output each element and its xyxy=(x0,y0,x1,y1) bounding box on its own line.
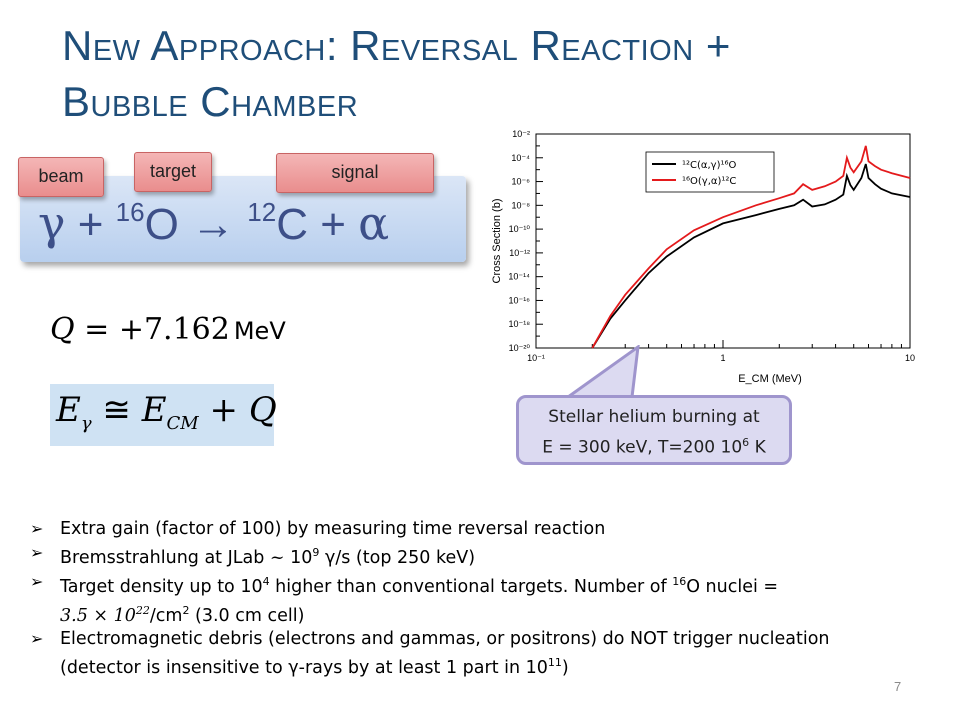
bullet-text: Electromagnetic debris (electrons and ga… xyxy=(60,629,830,650)
oxygen-symbol: O xyxy=(144,200,192,249)
q-unit: MeV xyxy=(233,317,286,345)
slide-title: New Approach: Reversal Reaction + Bubble… xyxy=(62,18,942,130)
y-tick-label: 10⁻⁸ xyxy=(511,200,530,210)
bullet-item: ➢ Electromagnetic debris (electrons and g… xyxy=(30,627,940,680)
page-number: 7 xyxy=(894,679,902,694)
chart-svg: 10⁻²⁰ 10⁻¹⁸ 10⁻¹⁶ 10⁻¹⁴ 10⁻¹² 10⁻¹⁰ 10⁻⁸ 10⁻⁶ 10… xyxy=(491,129,915,385)
alpha-symbol: α xyxy=(358,196,390,250)
y-tick-label: 10⁻¹⁰ xyxy=(509,224,531,234)
bullet-item: ➢ Bremsstrahlung at JLab ~ 109 γ/s (top 2… xyxy=(30,541,940,570)
bullet-text: ) xyxy=(561,658,569,679)
reaction-arrow: → xyxy=(191,200,248,249)
bullet-text: γ/s (top 250 keV) xyxy=(319,547,476,568)
bullet-text: (3.0 cm cell) xyxy=(189,605,305,626)
bullet-text: (detector is insensitive to γ-rays by at… xyxy=(60,658,548,679)
bullet-text: 10 xyxy=(290,547,313,568)
plus-q: + Q xyxy=(198,390,277,430)
y-tick-label: 10⁻¹⁶ xyxy=(509,295,531,305)
signal-label: signal xyxy=(276,153,434,193)
exponent: 16 xyxy=(672,574,687,588)
legend-entry: ¹²C(α,γ)¹⁶O xyxy=(682,160,737,171)
y-tick-label: 10⁻⁴ xyxy=(511,153,530,163)
bullet-text: higher than conventional targets. Number… xyxy=(269,576,673,597)
y-tick-label: 10⁻² xyxy=(512,129,530,139)
exponent: 4 xyxy=(262,574,270,588)
callout-exponent: 6 xyxy=(742,436,750,449)
y-axis-label: Cross Section (b) xyxy=(491,199,503,284)
e-gamma: E xyxy=(56,390,81,430)
legend-entry: ¹⁶O(γ,α)¹²C xyxy=(682,176,736,187)
bullet-text: Extra gain (factor of 100) by measuring … xyxy=(60,519,606,539)
bullet-text: O nuclei = xyxy=(686,576,779,597)
y-tick-label: 10⁻⁶ xyxy=(512,177,531,187)
x-tick-label: 10⁻¹ xyxy=(527,353,545,363)
bullet-text: Target density up to 10 xyxy=(60,576,263,597)
callout-line2-text: E = 300 keV, T=200 10 xyxy=(542,437,743,458)
plus-sign: + xyxy=(65,200,116,249)
bullet-item: ➢ Extra gain (factor of 100) by measuring… xyxy=(30,517,940,541)
x-tick-label: 10 xyxy=(905,353,915,363)
cross-section-chart: 10⁻²⁰ 10⁻¹⁸ 10⁻¹⁶ 10⁻¹⁴ 10⁻¹² 10⁻¹⁰ 10⁻⁸ 10⁻⁶ 10… xyxy=(484,122,930,390)
callout-pointer xyxy=(563,345,640,399)
x-tick-label: 1 xyxy=(720,353,725,363)
bullet-text: /cm xyxy=(149,605,183,626)
energy-equation-box xyxy=(50,384,274,446)
y-tick-label: 10⁻¹⁴ xyxy=(508,272,530,282)
carbon-symbol: C xyxy=(276,200,308,249)
e-gamma-subscript: γ xyxy=(80,412,92,434)
bullet-text: Bremsstrahlung at JLab xyxy=(60,547,265,568)
approx-tilde: ~ xyxy=(264,547,291,568)
series-line xyxy=(591,145,911,349)
bullet-list: ➢ Extra gain (factor of 100) by measuring… xyxy=(30,517,940,680)
callout-line1: Stellar helium burning at xyxy=(548,407,760,427)
series-line xyxy=(591,163,911,349)
oxygen-mass: 16 xyxy=(115,197,145,227)
carbon-mass: 12 xyxy=(247,197,277,227)
y-tick-label: 10⁻¹⁸ xyxy=(508,319,530,329)
callout-unit: K xyxy=(749,437,766,458)
legend-box xyxy=(645,151,775,193)
gamma-symbol: γ xyxy=(38,196,66,250)
slide-title-line1: New Approach: Reversal Reaction + xyxy=(62,22,731,69)
exponent: 11 xyxy=(547,656,562,670)
y-tick-label: 10⁻²⁰ xyxy=(509,343,531,353)
exponent: 2 xyxy=(182,603,190,617)
slide-title-line2: Bubble Chamber xyxy=(62,78,359,125)
approx-sign: ≅ xyxy=(91,390,142,430)
arrow-bullet-icon: ➢ xyxy=(30,519,44,538)
e-cm-subscript: CM xyxy=(166,412,199,434)
bullet-item: ➢ Target density up to 104 higher than co… xyxy=(30,570,940,628)
x-axis-label: E_CM (MeV) xyxy=(738,373,802,385)
q-value: = +7.162 xyxy=(74,312,230,347)
plus-sign-2: + xyxy=(307,200,359,249)
e-cm: E xyxy=(141,390,167,430)
beam-label: beam xyxy=(18,157,104,197)
energy-equation: Eγ ≅ ECM + Q xyxy=(56,390,277,434)
y-tick-label: 10⁻¹² xyxy=(509,248,530,258)
arrow-bullet-icon: ➢ xyxy=(30,543,44,562)
stellar-burning-callout: Stellar helium burning at E = 300 keV, T… xyxy=(516,395,792,465)
q-symbol: Q xyxy=(50,312,75,347)
callout-line2: E = 300 keV, T=200 106 K xyxy=(519,430,789,461)
reaction-equation: γ + 16O → 12C + α xyxy=(38,196,389,250)
nuclei-count: 3.5 × 10 xyxy=(60,605,136,626)
arrow-bullet-icon: ➢ xyxy=(30,629,44,649)
arrow-bullet-icon: ➢ xyxy=(30,571,44,591)
target-label: target xyxy=(134,152,212,192)
exponent: 9 xyxy=(312,546,320,559)
q-value-equation: Q = +7.162 MeV xyxy=(50,312,286,347)
exponent: 22 xyxy=(135,603,150,617)
